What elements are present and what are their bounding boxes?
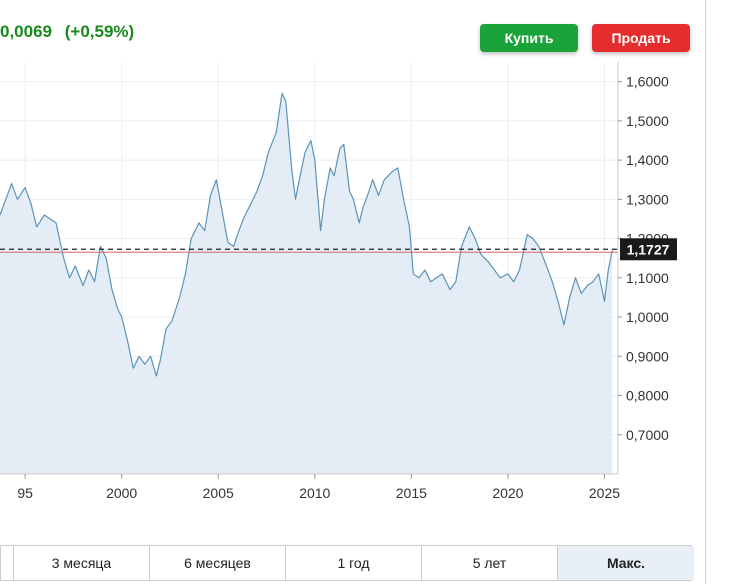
y-tick-label: 1,1000 <box>626 270 669 286</box>
y-tick-label: 0,8000 <box>626 388 669 404</box>
buy-button[interactable]: Купить <box>480 24 578 52</box>
sell-button[interactable]: Продать <box>592 24 690 52</box>
x-tick-label: 2000 <box>106 485 137 501</box>
y-tick-label: 1,3000 <box>626 191 669 207</box>
current-price-label: 1,1727 <box>627 241 670 257</box>
x-tick-label: 2005 <box>203 485 234 501</box>
current-price-label-bg <box>620 238 677 261</box>
tab-max[interactable]: Макс. <box>557 546 694 580</box>
price-change-percent: (+0,59%) <box>64 22 135 41</box>
tab-partial[interactable] <box>0 546 13 580</box>
y-tick-label: 0,7000 <box>626 427 669 443</box>
x-tick-label: 2010 <box>299 485 330 501</box>
period-tabs: 3 месяца 6 месяцев 1 год 5 лет Макс. <box>0 545 694 581</box>
series-line <box>0 92 613 377</box>
price-change-absolute: 0,0069 <box>0 22 52 41</box>
x-tick-label: 2015 <box>396 485 427 501</box>
y-tick-label: 1,5000 <box>626 113 669 129</box>
area-fill <box>0 93 613 475</box>
y-tick-label: 0,9000 <box>626 348 669 364</box>
price-chart[interactable]: 0,70000,80000,90001,00001,10001,20001,30… <box>0 62 705 512</box>
tab-6-months[interactable]: 6 месяцев <box>149 546 285 580</box>
tab-1-year[interactable]: 1 год <box>285 546 421 580</box>
y-tick-label: 1,0000 <box>626 309 669 325</box>
panel-right-border <box>705 0 706 584</box>
y-tick-label: 1,6000 <box>626 74 669 90</box>
price-change: 0,0069 (+0,59%) <box>0 22 134 42</box>
x-tick-label: 95 <box>17 485 33 501</box>
x-tick-label: 2020 <box>492 485 523 501</box>
x-tick-label: 2025 <box>589 485 620 501</box>
tab-3-months[interactable]: 3 месяца <box>13 546 149 580</box>
tab-5-years[interactable]: 5 лет <box>421 546 557 580</box>
y-tick-label: 1,4000 <box>626 152 669 168</box>
